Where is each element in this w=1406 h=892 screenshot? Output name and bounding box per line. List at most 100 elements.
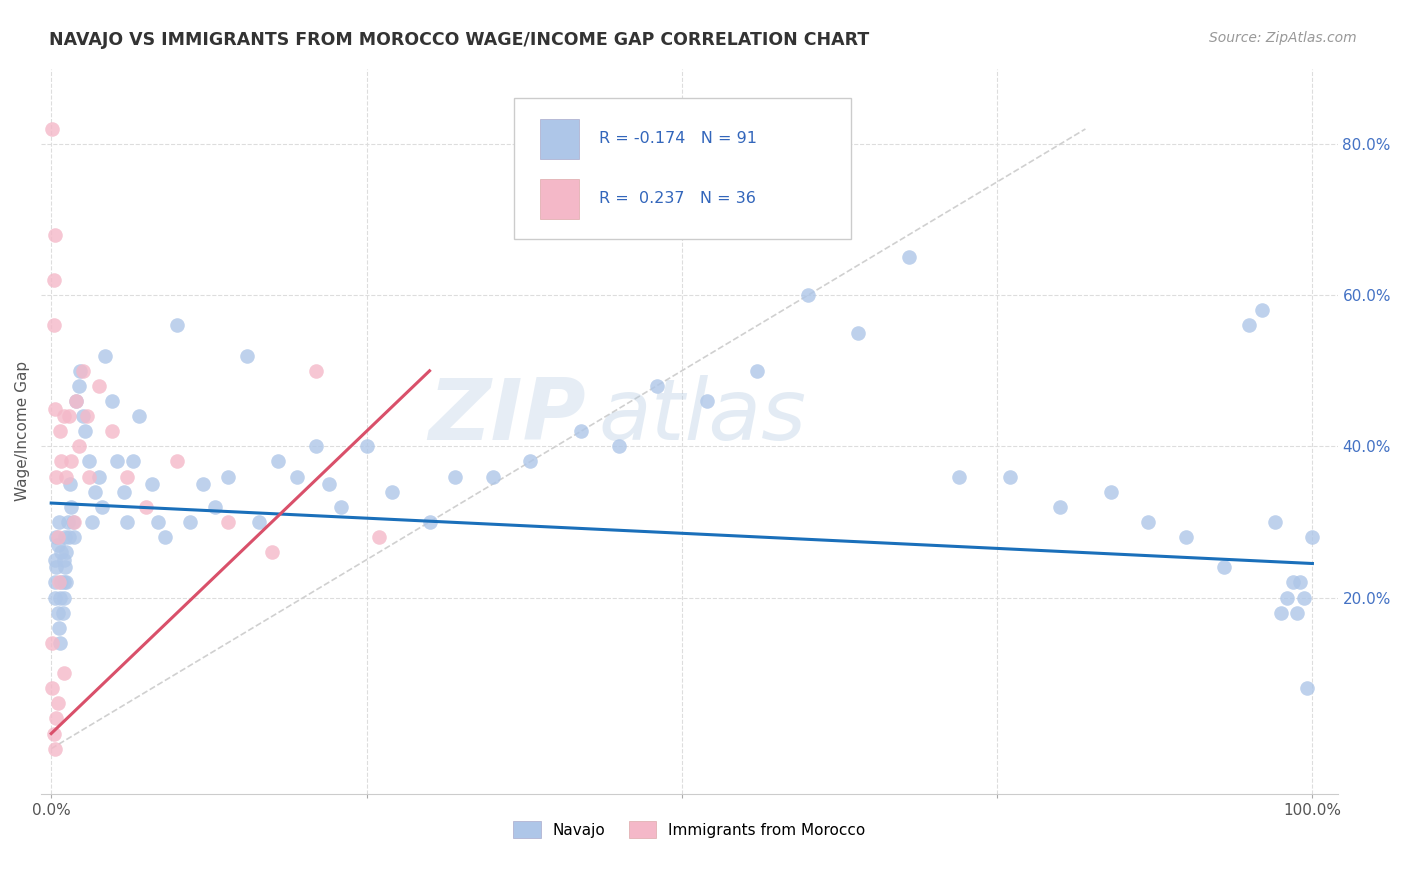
Point xyxy=(115,515,138,529)
Point xyxy=(45,469,67,483)
Point xyxy=(51,545,73,559)
Point xyxy=(42,726,65,740)
Point xyxy=(235,349,257,363)
Point xyxy=(58,409,80,424)
Point xyxy=(105,454,128,468)
Legend: Navajo, Immigrants from Morocco: Navajo, Immigrants from Morocco xyxy=(508,814,872,845)
Point xyxy=(100,394,122,409)
Point xyxy=(569,424,592,438)
Point xyxy=(45,711,67,725)
Point xyxy=(1288,575,1310,590)
Point xyxy=(53,560,76,574)
Point xyxy=(75,424,97,438)
Point xyxy=(267,454,290,468)
Point xyxy=(42,273,65,287)
Point xyxy=(1049,500,1071,514)
Point xyxy=(797,288,820,302)
Point xyxy=(1296,681,1319,696)
Point xyxy=(519,454,541,468)
Point xyxy=(368,530,391,544)
Point xyxy=(1239,318,1261,333)
Point xyxy=(72,409,94,424)
Point xyxy=(42,318,65,333)
Point xyxy=(112,484,135,499)
Point xyxy=(330,500,353,514)
Point xyxy=(55,575,77,590)
Point xyxy=(1099,484,1122,499)
Point xyxy=(60,500,83,514)
Point xyxy=(80,515,103,529)
Point xyxy=(285,469,308,483)
Point xyxy=(44,591,66,605)
Point xyxy=(381,484,404,499)
Point xyxy=(46,538,69,552)
Point xyxy=(48,621,70,635)
Point xyxy=(318,477,340,491)
Point xyxy=(260,545,283,559)
Point xyxy=(89,379,111,393)
Point xyxy=(166,454,188,468)
Point xyxy=(122,454,145,468)
Point xyxy=(52,666,75,681)
Point xyxy=(747,364,769,378)
Point xyxy=(217,469,239,483)
Point xyxy=(63,530,86,544)
Point xyxy=(69,364,91,378)
Point xyxy=(217,515,239,529)
Point xyxy=(63,515,86,529)
Point xyxy=(44,741,66,756)
Point xyxy=(247,515,270,529)
Point xyxy=(46,606,69,620)
Point xyxy=(44,575,66,590)
Point xyxy=(128,409,150,424)
Point xyxy=(305,439,328,453)
Point xyxy=(696,394,718,409)
Text: atlas: atlas xyxy=(599,376,807,458)
Point xyxy=(56,515,79,529)
Point xyxy=(1251,303,1274,318)
Point xyxy=(153,530,176,544)
Point xyxy=(607,439,630,453)
Point xyxy=(51,575,73,590)
Text: R = -0.174   N = 91: R = -0.174 N = 91 xyxy=(599,131,756,146)
Point xyxy=(45,560,67,574)
Text: Source: ZipAtlas.com: Source: ZipAtlas.com xyxy=(1209,31,1357,45)
Point xyxy=(77,469,100,483)
Point xyxy=(44,227,66,242)
Point xyxy=(53,530,76,544)
Point xyxy=(67,439,90,453)
Point xyxy=(52,409,75,424)
Point xyxy=(1270,606,1292,620)
Point xyxy=(72,364,94,378)
Point xyxy=(49,636,72,650)
Point xyxy=(55,469,77,483)
Point xyxy=(76,409,98,424)
Point xyxy=(1264,515,1286,529)
Text: ZIP: ZIP xyxy=(427,376,586,458)
Point xyxy=(419,515,441,529)
Point xyxy=(84,484,107,499)
Point xyxy=(305,364,328,378)
Point xyxy=(1213,560,1236,574)
Point xyxy=(1301,530,1323,544)
Point xyxy=(65,394,87,409)
Point xyxy=(356,439,378,453)
Y-axis label: Wage/Income Gap: Wage/Income Gap xyxy=(15,361,30,501)
Point xyxy=(48,515,70,529)
Point xyxy=(100,424,122,438)
Point xyxy=(1282,575,1305,590)
Point xyxy=(45,530,67,544)
Point xyxy=(59,477,82,491)
Point xyxy=(52,591,75,605)
Text: NAVAJO VS IMMIGRANTS FROM MOROCCO WAGE/INCOME GAP CORRELATION CHART: NAVAJO VS IMMIGRANTS FROM MOROCCO WAGE/I… xyxy=(49,31,869,49)
Point xyxy=(52,575,75,590)
Point xyxy=(49,424,72,438)
Point xyxy=(48,575,70,590)
Point xyxy=(51,454,73,468)
Point xyxy=(44,401,66,416)
Point xyxy=(135,500,157,514)
Point xyxy=(60,454,83,468)
Point xyxy=(204,500,226,514)
FancyBboxPatch shape xyxy=(515,97,852,239)
Point xyxy=(179,515,201,529)
